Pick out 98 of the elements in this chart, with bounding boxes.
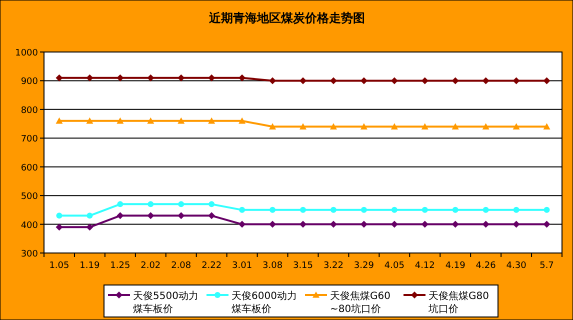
point: [421, 77, 428, 84]
point: [482, 220, 490, 228]
point: [422, 206, 428, 213]
point: [269, 123, 276, 130]
point: [390, 123, 398, 130]
point: [178, 117, 185, 124]
point: [208, 212, 216, 220]
x-tick-label: 3.15: [292, 261, 314, 271]
x-tick-label: 2.02: [140, 261, 161, 271]
y-tick-label: 500: [20, 192, 38, 202]
point: [178, 212, 185, 220]
point: [116, 74, 124, 82]
x-tick-label: 1.25: [110, 261, 130, 271]
x-tick-label: 4.12: [414, 261, 435, 271]
x-tick-label: 4.19: [445, 261, 466, 271]
x-tick-label: 1.19: [80, 261, 100, 271]
y-tick-label: 700: [20, 134, 38, 145]
point: [360, 123, 368, 130]
y-tick-label: 900: [20, 77, 38, 88]
point: [390, 220, 398, 228]
y-tick-label: 1000: [15, 48, 38, 58]
x-tick-label: 4.26: [476, 261, 496, 271]
point: [208, 74, 216, 82]
point: [116, 212, 124, 220]
legend-label: 天俊焦煤G80坑口价: [428, 290, 489, 315]
point: [238, 220, 246, 228]
x-tick-label: 2.22: [202, 261, 222, 271]
point: [452, 123, 459, 130]
point: [117, 201, 124, 208]
title: 近期青海地区煤炭价格走势图: [209, 11, 365, 25]
y-tick-label: 400: [20, 220, 38, 231]
point: [421, 123, 428, 130]
x-tick-label: 4.30: [506, 261, 527, 271]
legend-label: 天俊焦煤G60~80坑口价: [330, 290, 390, 315]
point: [300, 206, 306, 213]
point: [360, 206, 367, 213]
point: [300, 77, 306, 84]
point: [238, 74, 246, 82]
legend-label: 天俊6000动力煤车板价: [232, 290, 297, 315]
point: [390, 77, 398, 84]
point: [86, 74, 94, 82]
x-tick-label: 1.05: [49, 261, 70, 271]
point: [178, 201, 184, 208]
point: [421, 220, 428, 228]
x-tick-label: 3.22: [323, 261, 344, 271]
point: [56, 117, 63, 124]
point: [208, 201, 215, 208]
point: [543, 123, 550, 130]
y-tick-label: 300: [20, 250, 38, 260]
x-tick-label: 3.29: [354, 261, 374, 271]
point: [270, 206, 276, 213]
point: [482, 206, 489, 213]
point: [512, 220, 520, 228]
point: [360, 220, 368, 228]
point: [512, 123, 520, 130]
point: [330, 77, 337, 84]
point: [56, 224, 63, 231]
x-tick-label: 5.7: [540, 261, 554, 271]
point: [86, 117, 94, 124]
point: [239, 206, 246, 213]
point: [513, 206, 520, 213]
x-tick-label: 2.08: [171, 261, 192, 271]
point: [300, 220, 306, 228]
point: [452, 220, 459, 228]
x-tick-label: 3.08: [262, 261, 283, 271]
y-tick-label: 800: [20, 106, 38, 116]
point: [147, 74, 154, 82]
point: [148, 201, 154, 208]
point: [482, 77, 490, 84]
point: [147, 117, 154, 124]
point: [360, 77, 368, 84]
point: [269, 220, 276, 228]
legend-label: 天俊5500动力煤车板价: [133, 290, 198, 315]
point: [300, 123, 306, 130]
point: [544, 206, 550, 213]
point: [330, 206, 336, 213]
point: [56, 74, 63, 82]
point: [543, 220, 550, 228]
point: [86, 224, 94, 231]
point: [391, 206, 398, 213]
point: [452, 206, 458, 213]
point: [330, 123, 337, 130]
point: [86, 212, 93, 219]
point: [208, 117, 216, 124]
point: [269, 77, 276, 84]
point: [116, 117, 124, 124]
point: [543, 77, 550, 84]
point: [147, 212, 154, 220]
point: [56, 212, 62, 219]
point: [330, 220, 337, 228]
x-tick-label: 3.01: [232, 261, 252, 271]
point: [512, 77, 520, 84]
point: [482, 123, 490, 130]
point: [178, 74, 185, 82]
y-tick-label: 600: [20, 163, 38, 174]
point: [238, 117, 246, 124]
x-tick-label: 4.05: [384, 261, 404, 271]
point: [452, 77, 459, 84]
